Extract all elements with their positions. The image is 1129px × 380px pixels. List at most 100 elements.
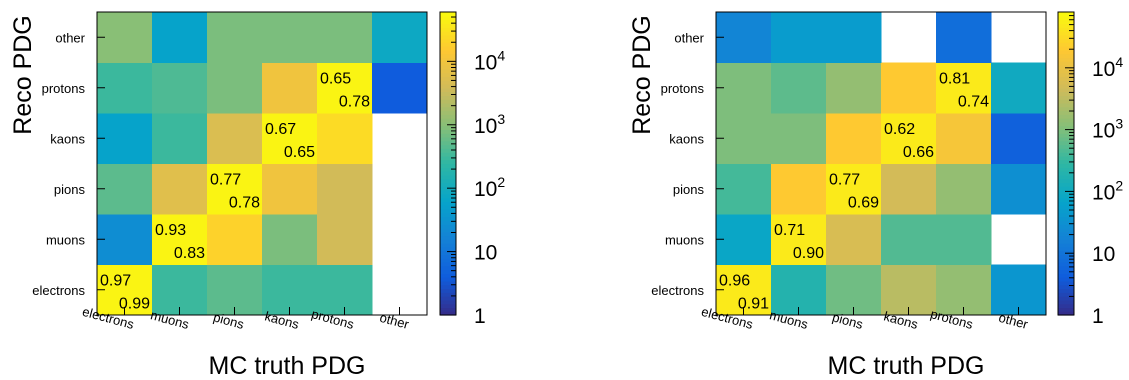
colorbar-segment: [1058, 49, 1074, 55]
heatmap-cell-pions-muons: [771, 163, 827, 215]
colorbar-segment: [1058, 23, 1074, 28]
colorbar-segment: [1058, 193, 1074, 199]
colorbar-segment: [440, 246, 456, 252]
y-tick-label: protons: [42, 81, 86, 96]
colorbar-segment: [1058, 261, 1074, 267]
colorbar-segment: [1058, 163, 1074, 168]
efficiency-label: 0.78: [229, 195, 260, 212]
colorbar-segment: [1058, 125, 1074, 131]
heatmap-cell-muons-pions: [826, 214, 882, 265]
colorbar-segment: [440, 133, 456, 138]
colorbar-segment: [1058, 190, 1074, 195]
efficiency-label: 0.74: [958, 94, 989, 111]
colorbar-segment: [440, 118, 456, 123]
efficiency-label: 0.78: [339, 94, 370, 111]
colorbar-segment: [440, 144, 456, 149]
heatmap-cell-kaons-electrons: [97, 113, 153, 164]
heatmap-cell-kaons-electrons: [716, 113, 772, 164]
colorbar-segment: [1058, 171, 1074, 176]
colorbar-segment: [1058, 106, 1074, 112]
purity-label: 0.96: [719, 273, 750, 290]
purity-label: 0.97: [100, 273, 131, 290]
colorbar-segment: [1058, 65, 1074, 70]
colorbar-segment: [440, 239, 456, 244]
heatmap-cell-protons-pions: [207, 62, 263, 114]
colorbar-segment: [440, 227, 456, 233]
colorbar-segment: [440, 99, 456, 104]
heatmap-cell-other-protons: [936, 12, 992, 63]
x-tick-label: other: [378, 310, 411, 332]
y-tick-label: electrons: [651, 283, 704, 298]
colorbar-segment: [440, 76, 456, 81]
colorbar-segment: [1058, 159, 1074, 165]
heatmap-cell-muons-kaons: [881, 214, 937, 265]
heatmap-cell-pions-electrons: [716, 163, 772, 215]
heatmap-cell-protons-pions: [826, 62, 882, 114]
colorbar-segment: [1058, 148, 1074, 153]
colorbar-segment: [1058, 277, 1074, 282]
colorbar-segment: [440, 87, 456, 93]
heatmap-cell-other-pions: [826, 12, 882, 63]
heatmap-cell-pions-pions: [826, 163, 882, 215]
y-tick-label: muons: [46, 232, 86, 247]
colorbar-segment: [440, 12, 456, 17]
heatmap-cell-pions-protons: [317, 163, 373, 215]
colorbar-segment: [1058, 68, 1074, 74]
colorbar-segment: [1058, 155, 1074, 161]
heatmap-cell-pions-pions: [207, 163, 263, 215]
colorbar-segment: [440, 307, 456, 312]
efficiency-label: 0.99: [119, 296, 150, 313]
colorbar-tick-label: 103: [1092, 116, 1123, 143]
colorbar-segment: [440, 140, 456, 146]
heatmap-cell-kaons-pions: [207, 113, 263, 164]
colorbar-segment: [1058, 303, 1074, 309]
heatmap-cell-kaons-protons: [317, 113, 373, 164]
colorbar-segment: [1058, 30, 1074, 36]
y-tick-label: pions: [673, 182, 705, 197]
colorbar-segment: [440, 190, 456, 195]
colorbar-segment: [440, 114, 456, 119]
x-axis-title: MC truth PDG: [828, 352, 985, 380]
colorbar-tick-label: 103: [474, 111, 505, 138]
colorbar-segment: [440, 288, 456, 293]
colorbar-segment: [1058, 273, 1074, 278]
colorbar-segment: [1058, 136, 1074, 142]
colorbar-segment: [1058, 38, 1074, 43]
heatmap-cell-muons-electrons: [97, 214, 153, 265]
colorbar-segment: [1058, 235, 1074, 240]
colorbar-segment: [440, 91, 456, 96]
heatmap-cell-muons-electrons: [716, 214, 772, 265]
heatmap-cell-other-electrons: [97, 12, 153, 63]
colorbar-segment: [440, 277, 456, 282]
colorbar-segment: [1058, 118, 1074, 123]
colorbar-segment: [440, 61, 456, 66]
y-tick-label: pions: [54, 182, 86, 197]
colorbar-segment: [440, 53, 456, 59]
y-tick-label: other: [55, 30, 85, 45]
heatmap-cell-kaons-protons: [936, 113, 992, 164]
colorbar-segment: [440, 42, 456, 47]
colorbar-segment: [440, 269, 456, 274]
colorbar-segment: [440, 125, 456, 131]
colorbar-segment: [440, 250, 456, 255]
heatmap-cell-pions-kaons: [881, 163, 937, 215]
colorbar-tick-label: 104: [1092, 54, 1123, 81]
colorbar-segment: [1058, 34, 1074, 40]
colorbar-segment: [1058, 311, 1074, 316]
colorbar-segment: [440, 23, 456, 28]
colorbar-segment: [1058, 296, 1074, 301]
y-tick-label: protons: [661, 81, 705, 96]
colorbar-segment: [440, 174, 456, 180]
colorbar-segment: [440, 34, 456, 40]
colorbar-tick-label: 10: [1092, 243, 1115, 266]
colorbar-segment: [440, 254, 456, 259]
colorbar-segment: [440, 57, 456, 62]
colorbar-segment: [440, 129, 456, 134]
heatmap-panel-1: electronsmuonspionskaonsprotonsotherelec…: [9, 11, 505, 380]
colorbar-segment: [440, 136, 456, 142]
colorbar-segment: [440, 284, 456, 290]
colorbar-segment: [440, 178, 456, 184]
colorbar-segment: [1058, 27, 1074, 32]
colorbar-tick-label: 102: [474, 174, 505, 201]
purity-label: 0.65: [320, 71, 351, 88]
